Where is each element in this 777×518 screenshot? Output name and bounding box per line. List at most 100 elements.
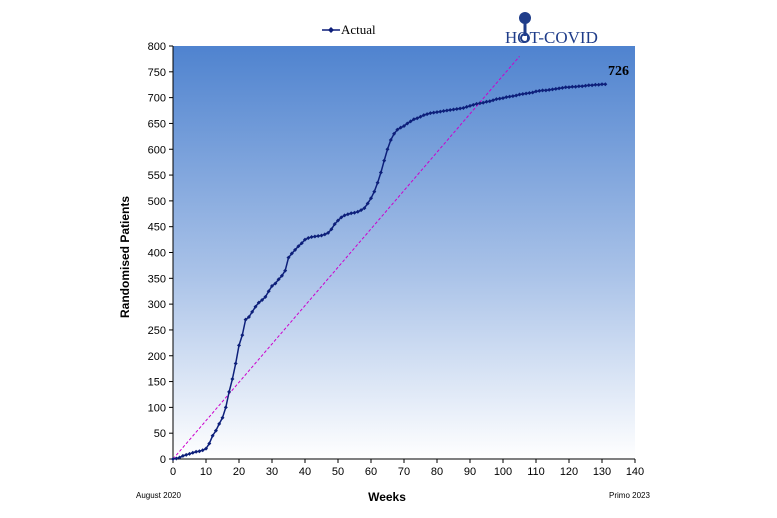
actual-data-point: [586, 83, 591, 88]
x-tick-label: 110: [527, 466, 545, 478]
actual-data-point: [200, 448, 205, 453]
actual-data-point: [266, 289, 271, 294]
actual-data-point: [491, 98, 496, 103]
y-tick-label: 650: [148, 118, 166, 130]
actual-data-point: [573, 84, 578, 89]
actual-data-point: [451, 107, 456, 112]
actual-data-point: [177, 455, 182, 460]
actual-data-point: [563, 85, 568, 90]
actual-data-point: [418, 114, 423, 119]
actual-data-point: [240, 333, 245, 338]
actual-data-point: [253, 304, 258, 309]
y-tick-label: 400: [148, 248, 166, 260]
actual-data-point: [524, 91, 529, 96]
actual-data-point: [312, 234, 317, 239]
actual-data-point: [303, 237, 307, 242]
actual-data-point: [223, 405, 228, 410]
actual-data-point: [260, 297, 265, 302]
actual-data-point: [207, 441, 212, 446]
actual-data-point: [243, 317, 248, 322]
x-axis-title: Weeks: [368, 490, 406, 504]
actual-data-point: [230, 376, 235, 381]
actual-data-point: [263, 294, 268, 299]
actual-data-point: [570, 84, 575, 89]
y-tick-label: 800: [148, 41, 166, 53]
actual-data-point: [250, 309, 255, 314]
x-axis: 0 10 20 30 40 50 60 70 80 90 100 110 120 130 140: [170, 459, 644, 478]
actual-data-point: [319, 233, 324, 238]
y-tick-label: 550: [148, 170, 166, 182]
plot-area: [173, 46, 635, 459]
actual-data-point: [237, 343, 241, 348]
x-tick-label: 60: [365, 466, 377, 478]
actual-data-point: [171, 457, 175, 461]
actual-data-point: [296, 244, 301, 249]
actual-data-point: [468, 103, 472, 108]
actual-data-point: [289, 251, 294, 256]
actual-data-point: [603, 82, 608, 87]
actual-data-point: [501, 96, 505, 101]
actual-data-point: [293, 247, 298, 252]
actual-data-point: [316, 233, 321, 238]
y-tick-label: 450: [148, 222, 166, 234]
actual-data-point: [184, 452, 189, 457]
actual-data-point: [464, 104, 469, 109]
actual-data-point: [507, 94, 512, 99]
actual-data-point: [435, 110, 439, 115]
actual-data-point: [220, 415, 225, 420]
actual-data-point: [329, 227, 334, 232]
actual-data-point: [405, 121, 410, 126]
actual-data-point: [474, 101, 479, 106]
actual-data-point: [270, 284, 274, 289]
actual-data-point: [382, 158, 387, 163]
actual-data-point: [246, 315, 251, 320]
actual-data-point: [372, 189, 377, 194]
actual-data-point: [540, 88, 545, 93]
actual-data-point: [576, 84, 581, 89]
actual-data-point: [534, 89, 538, 94]
actual-data-point: [359, 208, 364, 213]
actual-data-point: [428, 111, 433, 116]
logo-text: HOT-COVID: [505, 28, 598, 47]
actual-data-point: [385, 147, 390, 152]
actual-data-point: [520, 92, 525, 97]
footer-right: Primo 2023: [609, 491, 650, 500]
actual-data-point: [514, 93, 519, 98]
actual-data-point: [458, 106, 463, 111]
y-tick-label: 250: [148, 325, 166, 337]
actual-data-point: [349, 211, 354, 216]
actual-data-point: [392, 131, 397, 136]
actual-data-point: [567, 85, 571, 90]
actual-data-point: [299, 241, 304, 246]
actual-data-point: [365, 201, 370, 206]
actual-data-point: [336, 218, 340, 223]
actual-data-point: [461, 105, 466, 110]
actual-data-point: [217, 421, 222, 426]
actual-data-point: [369, 196, 373, 201]
x-tick-label: 40: [299, 466, 311, 478]
y-tick-label: 350: [148, 273, 166, 285]
y-axis-title: Randomised Patients: [118, 196, 132, 318]
actual-data-point: [273, 281, 278, 286]
actual-data-point: [593, 82, 598, 87]
actual-data-point: [339, 215, 344, 220]
y-tick-label: 150: [148, 377, 166, 389]
x-tick-label: 30: [266, 466, 278, 478]
actual-data-point: [444, 108, 449, 113]
actual-data-point: [279, 273, 284, 278]
actual-data-point: [411, 117, 416, 122]
actual-data-point: [543, 88, 548, 93]
actual-data-point: [494, 97, 499, 102]
actual-data-point: [590, 83, 595, 88]
y-tick-label: 200: [148, 351, 166, 363]
actual-data-point: [256, 300, 261, 305]
legend-marker: [328, 27, 334, 33]
x-tick-label: 140: [626, 466, 644, 478]
actual-data-point: [408, 119, 413, 124]
actual-data-point: [596, 82, 601, 87]
actual-data-point: [190, 450, 195, 455]
x-tick-label: 100: [494, 466, 512, 478]
actual-data-point: [583, 83, 588, 88]
actual-data-point: [194, 449, 199, 454]
actual-data-point: [210, 433, 215, 438]
